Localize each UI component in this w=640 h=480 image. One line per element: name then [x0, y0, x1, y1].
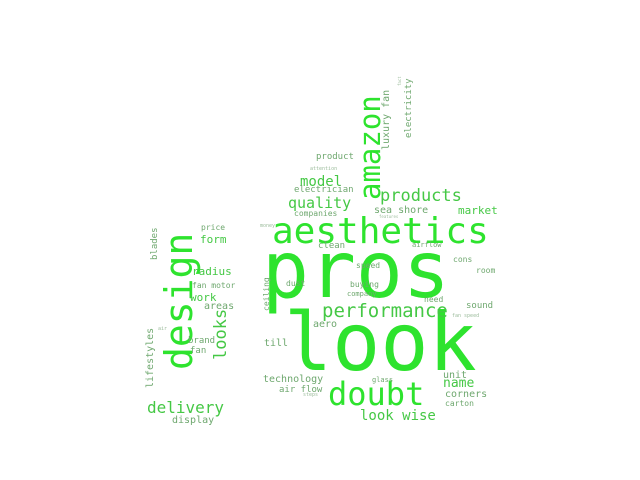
word-air: air: [158, 326, 167, 332]
word-clean: clean: [318, 241, 345, 251]
word-corners: corners: [445, 389, 487, 400]
word-speed: speed: [356, 261, 380, 270]
word-sea-shore: sea shore: [374, 205, 428, 216]
word-model: model: [300, 174, 342, 190]
word-products: products: [380, 186, 462, 206]
word-brand: brand: [188, 336, 215, 346]
word-features: features: [379, 214, 399, 219]
word-need: need: [424, 295, 443, 304]
word-money: money: [260, 223, 275, 229]
word-fact: fact: [397, 76, 402, 86]
word-cons: cons: [453, 255, 472, 264]
word-display: display: [172, 415, 214, 426]
word-dust: dust: [286, 279, 305, 288]
word-electricity: electricity: [404, 78, 414, 138]
word-till: till: [264, 338, 288, 349]
word-air-flow: air flow: [279, 385, 323, 395]
word-pros: pros: [262, 226, 450, 316]
word-fan: fan: [190, 346, 206, 356]
word-form: form: [200, 233, 227, 246]
word-fan-speed: fan speed: [452, 313, 479, 319]
word-company: company: [347, 290, 377, 298]
word-glass: glass: [372, 376, 393, 384]
word-buying: buying: [350, 280, 379, 289]
word-design: design: [157, 233, 201, 370]
word-steps: steps: [303, 392, 318, 398]
word-luxury-fan: luxury fan: [381, 90, 392, 150]
word-delivery: delivery: [147, 398, 224, 417]
word-airflow: airflow: [412, 241, 442, 249]
word-areas: areas: [204, 301, 234, 312]
word-blades: blades: [150, 227, 160, 260]
word-price: price: [201, 223, 225, 232]
word-technology: technology: [263, 374, 323, 385]
word-look: look: [284, 296, 477, 389]
word-product: product: [316, 152, 354, 162]
word-companies: companies: [294, 209, 338, 218]
word-lifestyles: lifestyles: [145, 328, 156, 388]
word-aero: aero: [313, 319, 337, 330]
word-doubt: doubt: [328, 375, 424, 413]
word-market: market: [458, 204, 498, 217]
word-sound: sound: [466, 301, 493, 311]
word-quality: quality: [288, 194, 351, 212]
word-electrician: electrician: [294, 185, 354, 195]
word-ceiling: ceiling: [262, 277, 271, 311]
word-carton: carton: [445, 399, 474, 408]
word-look-wise: look wise: [360, 408, 436, 424]
word-amazon: amazon: [353, 95, 387, 200]
word-performance: performance: [322, 300, 448, 322]
word-looks: looks: [211, 309, 231, 360]
word-name: name: [443, 376, 474, 391]
word-attention: attention: [310, 166, 337, 172]
word-room: room: [476, 266, 495, 275]
word-aesthetics: aesthetics: [272, 211, 489, 252]
word-unit: unit: [443, 370, 467, 381]
word-radius: radius: [192, 265, 232, 278]
word-fan-motor: fan motor: [192, 281, 236, 290]
word-work: work: [190, 291, 217, 304]
